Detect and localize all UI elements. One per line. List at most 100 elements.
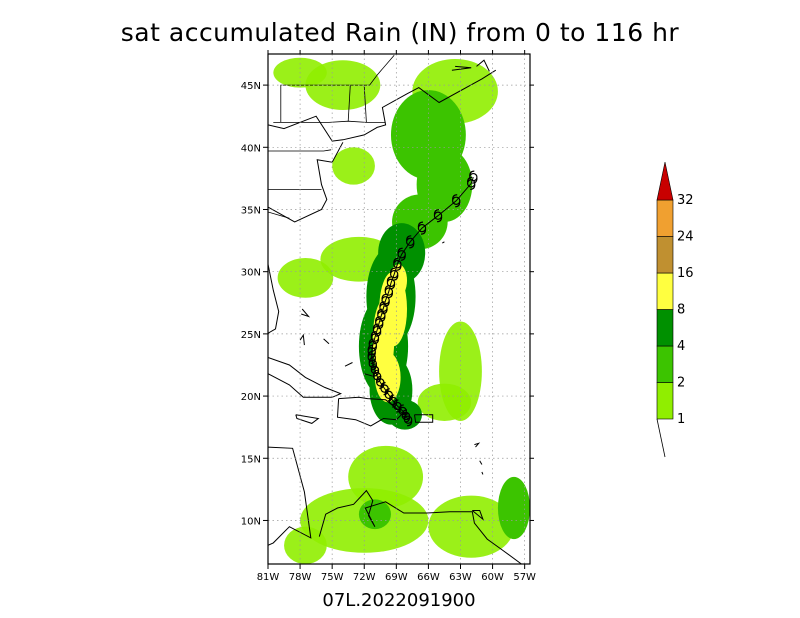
y-tick-label: 40N [241, 143, 261, 154]
hurricane-symbol-ring [367, 347, 376, 356]
hurricane-symbol-ring [389, 269, 399, 279]
hurricane-symbol-arm [397, 247, 403, 254]
border-segment [268, 259, 269, 260]
coastline-segment [442, 241, 445, 244]
hurricane-symbol-arm [472, 178, 478, 184]
hurricane-symbol-arm [368, 338, 374, 345]
hurricane-symbol-arm [382, 308, 388, 315]
hurricane-symbol-arm [392, 402, 398, 408]
colorbar-top-arrow [656, 161, 674, 201]
hurricane-symbol-ring [377, 311, 386, 320]
hurricane-symbol-arm [377, 308, 383, 315]
hurricane-symbol-arm [389, 267, 396, 274]
hurricane-symbol-arm [370, 331, 376, 337]
coastline-segment [299, 333, 305, 346]
hurricane-symbol-arm [375, 316, 381, 322]
coastline-segment [414, 414, 434, 423]
coastline-segment [268, 264, 280, 335]
x-tick-label: 78W [289, 572, 312, 583]
hurricane-symbol-arm [469, 170, 475, 177]
hurricane-symbol-arm [387, 395, 394, 402]
hurricane-symbol-arm [379, 383, 385, 389]
hurricane-symbol-ring [375, 318, 384, 327]
colorbar-band [656, 236, 674, 274]
colorbar-label: 24 [677, 230, 694, 245]
coastline-segment [344, 362, 353, 367]
hurricane-symbol-arm [404, 416, 411, 423]
x-tick-label: 69W [385, 572, 408, 583]
colorbar-bottom-tail [656, 418, 666, 458]
x-tick-label: 75W [321, 572, 344, 583]
coastline-segment [268, 357, 343, 398]
x-tick-label: 66W [417, 572, 440, 583]
border-segment [273, 120, 386, 123]
hurricane-symbol-arm [371, 346, 377, 352]
rain-patch [390, 90, 466, 180]
coastline-segment [476, 59, 490, 72]
hurricane-symbol-arm [373, 370, 380, 377]
x-tick-label: 63W [449, 572, 472, 583]
hurricane-symbol-ring [433, 211, 443, 220]
rain-patch [389, 264, 408, 297]
coastline-segment [479, 460, 483, 465]
hurricane-symbol-arm [376, 377, 382, 383]
rain-patch [428, 495, 514, 558]
hurricane-symbol-ring [384, 287, 394, 296]
hurricane-symbol-arm [387, 292, 394, 299]
coastline-segment [268, 142, 344, 223]
hurricane-symbol-arm [379, 301, 385, 307]
hurricane-symbol-ring [367, 353, 376, 362]
rain-patch [417, 383, 472, 421]
hurricane-symbol-ring [393, 260, 402, 269]
colorbar-label: 16 [677, 266, 694, 281]
track-point [393, 257, 402, 271]
hurricane-symbol-arm [388, 394, 395, 401]
hurricane-symbol-arm [371, 364, 377, 371]
border-segment [268, 149, 332, 152]
coastline-segment [364, 373, 373, 377]
coastline-segment [451, 65, 472, 71]
rain-patch [358, 499, 391, 530]
storm-id-label: 07L.2022091900 [322, 590, 476, 611]
hurricane-symbol-arm [393, 275, 399, 281]
track-point [368, 357, 377, 371]
hurricane-symbol-ring [368, 359, 377, 368]
hurricane-symbol-arm [383, 389, 389, 396]
y-tick-label: 35N [241, 205, 261, 216]
track-point [389, 267, 399, 281]
track-line [371, 176, 474, 420]
hurricane-symbol-ring [370, 333, 380, 342]
hurricane-symbol-arm [376, 331, 382, 337]
hurricane-symbol-arm [409, 242, 415, 249]
hurricane-symbol-arm [368, 357, 374, 363]
x-tick-label: 72W [353, 572, 376, 583]
track-point [406, 235, 415, 249]
track-point [368, 338, 377, 352]
hurricane-symbol-ring [393, 401, 402, 411]
hurricane-symbol-arm [396, 265, 402, 271]
chart-title: sat accumulated Rain (IN) from 0 to 116 … [120, 18, 680, 47]
hurricane-symbol-arm [384, 388, 390, 394]
hurricane-symbol-arm [380, 316, 386, 322]
hurricane-symbol-arm [370, 358, 376, 365]
x-tick-label: 60W [481, 572, 504, 583]
y-tick-label: 10N [241, 516, 261, 527]
border-segment [280, 54, 395, 123]
track-point [379, 301, 388, 315]
hurricane-symbol-ring [452, 196, 461, 205]
hurricane-symbol-arm [470, 184, 476, 190]
coastline-segment [474, 442, 481, 448]
rain-patch [284, 526, 327, 564]
hurricane-symbol-arm [452, 194, 458, 200]
rain-patch [277, 258, 334, 298]
hurricane-symbol-ring [379, 303, 388, 312]
track-point [393, 399, 402, 413]
plot-frame [267, 53, 531, 565]
hurricane-symbol-arm [370, 352, 376, 358]
colorbar-band [656, 272, 674, 310]
grid-lines [268, 54, 530, 564]
hurricane-symbol-arm [466, 176, 473, 183]
track-point [370, 331, 380, 345]
x-tick-label: 57W [513, 572, 536, 583]
